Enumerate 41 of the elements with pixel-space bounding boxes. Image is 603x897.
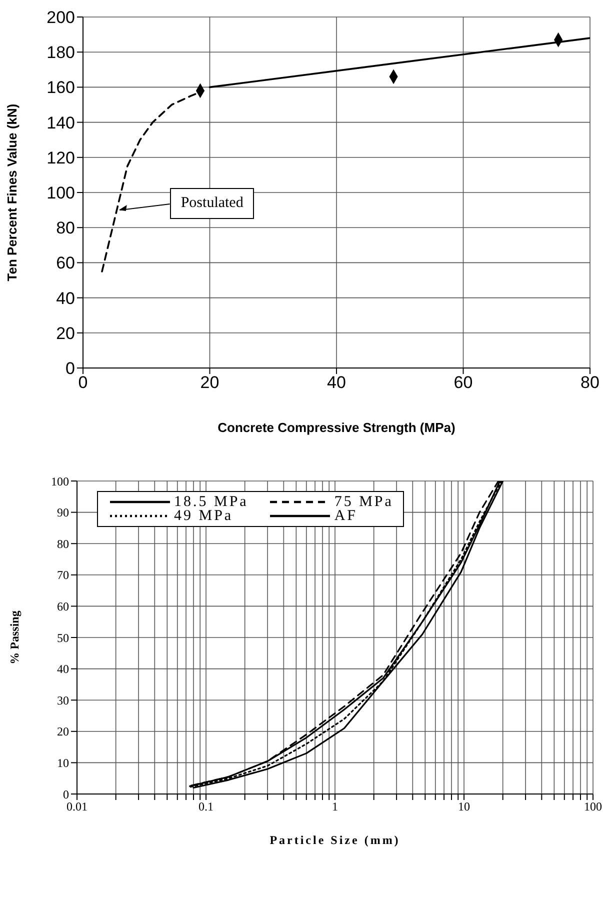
y-tick-label: 80: [57, 536, 69, 551]
x-tick-label: 20: [200, 373, 220, 392]
y-tick-label: 70: [57, 568, 69, 582]
x-tick-label: 0.01: [66, 800, 88, 814]
y-tick-label: 30: [57, 693, 69, 708]
y-tick-label: 100: [46, 184, 75, 203]
x-axis-title: Particle Size (mm): [270, 833, 400, 847]
y-tick-label: 120: [46, 148, 75, 168]
x-tick-label: 1: [332, 800, 338, 814]
y-tick-label: 160: [46, 78, 75, 98]
y-tick-label: 0: [66, 359, 75, 378]
x-tick-label: 0: [78, 373, 88, 392]
annotation: Postulated: [170, 188, 254, 220]
y-tick-label: 140: [46, 113, 75, 132]
y-tick-label: 40: [56, 288, 75, 308]
y-tick-label: 60: [57, 599, 69, 614]
x-tick-label: 100: [584, 800, 602, 814]
x-tick-label: 60: [454, 373, 473, 392]
y-tick-label: 80: [56, 218, 75, 238]
y-tick-label: 180: [46, 43, 75, 62]
y-tick-label: 40: [57, 662, 69, 676]
y-tick-label: 60: [56, 254, 75, 273]
x-tick-label: 80: [580, 373, 600, 392]
x-axis-title: Concrete Compressive Strength (MPa): [218, 420, 456, 435]
y-tick-label: 20: [56, 324, 75, 343]
legend-label: 18.5 MPa: [174, 494, 248, 510]
y-tick-label: 90: [57, 506, 69, 520]
x-tick-label: 0.1: [198, 800, 214, 814]
y-tick-label: 200: [46, 8, 75, 28]
y-tick-label: 100: [51, 474, 69, 488]
x-tick-label: 40: [327, 373, 346, 392]
legend-label: 75 MPa: [334, 494, 394, 510]
legend-label: AF: [334, 508, 358, 524]
y-axis-title: % Passing: [7, 610, 22, 664]
y-tick-label: 20: [57, 724, 69, 739]
y-tick-label: 50: [57, 630, 69, 645]
x-tick-label: 10: [458, 800, 470, 814]
legend-label: 49 MPa: [174, 508, 234, 524]
y-axis-title: Ten Percent Fines Value (kN): [4, 104, 20, 282]
y-tick-label: 0: [63, 787, 69, 802]
y-tick-label: 10: [57, 756, 69, 770]
